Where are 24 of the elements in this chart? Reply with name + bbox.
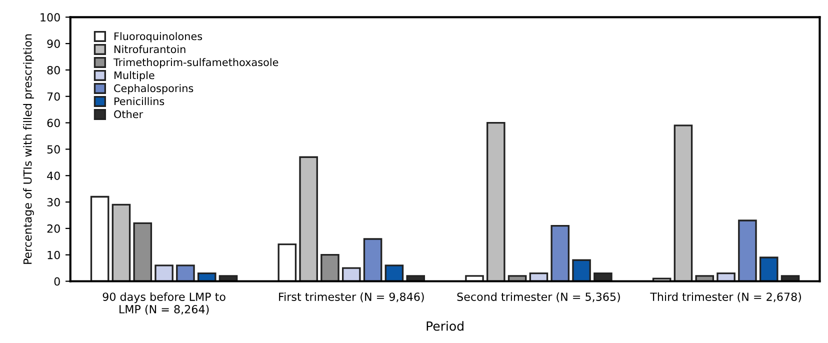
x-tick-label: 90 days before LMP to LMP (N = 8,264) xyxy=(102,292,226,315)
x-tick-label: Third trimester (N = 2,678) xyxy=(650,292,801,302)
y-tick-label: 40 xyxy=(47,172,60,180)
legend-label: Cephalosporins xyxy=(114,84,194,94)
y-tick-label: 100 xyxy=(40,13,60,22)
legend-label: Fluoroquinolones xyxy=(114,32,202,42)
y-tick-label: 20 xyxy=(47,224,60,233)
y-tick-label: 80 xyxy=(47,66,60,74)
y-tick-label: 0 xyxy=(54,277,60,286)
legend-label: Penicillins xyxy=(114,97,164,106)
y-tick-label: 60 xyxy=(47,118,60,128)
y-tick-label: 30 xyxy=(47,198,60,206)
y-tick-label: 90 xyxy=(47,40,60,48)
y-tick-label: 50 xyxy=(47,145,60,154)
x-axis-title: Period xyxy=(426,321,464,331)
y-tick-label: 10 xyxy=(48,250,60,260)
y-tick-label: 70 xyxy=(47,92,60,101)
legend-label: Trimethoprim-sulfamethoxasole xyxy=(113,58,278,68)
y-axis-title: Percentage of UTIs with filled prescription xyxy=(23,34,34,264)
legend-label: Multiple xyxy=(114,71,154,82)
x-tick-label: Second trimester (N = 5,365) xyxy=(457,292,620,302)
legend-label: Nitrofurantoin xyxy=(114,45,186,54)
x-tick-label: First trimester (N = 9,846) xyxy=(279,292,424,302)
legend-label: Other xyxy=(114,110,144,118)
